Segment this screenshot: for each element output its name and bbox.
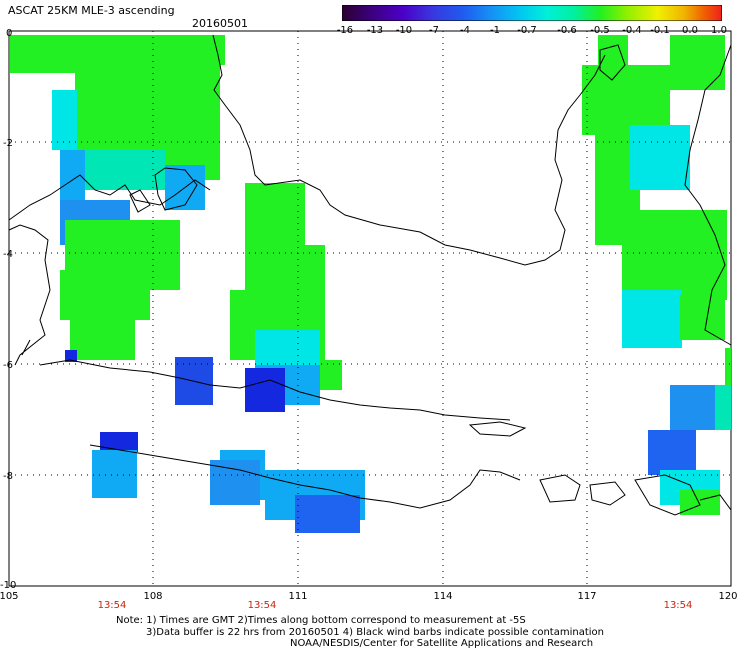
swath-block — [60, 150, 85, 200]
colorbar-tick: -0.7 — [517, 25, 537, 36]
swath-block — [245, 368, 285, 412]
swath-block — [622, 290, 682, 348]
swath-block — [100, 432, 138, 452]
swath-block — [245, 183, 305, 248]
swath-block — [92, 450, 137, 498]
swath-block — [648, 430, 696, 475]
swath-block — [320, 360, 342, 390]
chart-title: ASCAT 25KM MLE-3 ascending — [8, 4, 175, 17]
swath-block — [295, 495, 360, 533]
swath-block — [52, 90, 77, 150]
lon-label: 108 — [143, 591, 162, 602]
note-line-3: NOAA/NESDIS/Center for Satellite Applica… — [290, 638, 593, 649]
lat-label: -4 — [3, 249, 13, 260]
swath-block — [622, 210, 727, 300]
colorbar-gradient — [342, 5, 722, 21]
swath-block — [70, 320, 135, 360]
time-label: 13:54 — [248, 600, 277, 611]
lon-label: 120 — [718, 591, 737, 602]
lat-label: -10 — [0, 580, 16, 591]
lat-label: 0 — [6, 28, 12, 39]
colorbar-tick: -16 — [337, 25, 353, 36]
swath-block — [725, 348, 731, 388]
colorbar — [342, 5, 722, 21]
swath-block — [255, 330, 320, 370]
colorbar-tick: -10 — [396, 25, 412, 36]
lat-label: -6 — [3, 360, 13, 371]
colorbar-tick: -0.6 — [557, 25, 577, 36]
swath-block — [680, 295, 725, 340]
note-line-1: Note: 1) Times are GMT 2)Times along bot… — [116, 615, 526, 626]
lat-label: -8 — [3, 471, 13, 482]
lon-label: 105 — [0, 591, 19, 602]
lat-label: -2 — [3, 138, 13, 149]
colorbar-tick: -7 — [429, 25, 439, 36]
colorbar-tick: 0.0 — [682, 25, 698, 36]
swath-block — [715, 385, 731, 430]
colorbar-tick: -0.4 — [622, 25, 642, 36]
colorbar-tick: -4 — [460, 25, 470, 36]
swath-block — [630, 125, 690, 190]
colorbar-tick: -0.5 — [590, 25, 610, 36]
lon-label: 111 — [288, 591, 307, 602]
colorbar-tick: 1.0 — [711, 25, 727, 36]
swath-block — [10, 35, 75, 73]
colorbar-tick: -13 — [367, 25, 383, 36]
lon-label: 117 — [577, 591, 596, 602]
colorbar-tick: -1 — [490, 25, 500, 36]
note-line-2: 3)Data buffer is 22 hrs from 20160501 4)… — [146, 627, 604, 638]
colorbar-tick: -0.1 — [650, 25, 670, 36]
lon-label: 114 — [433, 591, 452, 602]
time-label: 13:54 — [664, 600, 693, 611]
chart-date: 20160501 — [192, 17, 248, 30]
swath-block — [670, 35, 725, 90]
swath-block — [60, 270, 150, 320]
swath-block — [680, 490, 720, 515]
time-label: 13:54 — [98, 600, 127, 611]
